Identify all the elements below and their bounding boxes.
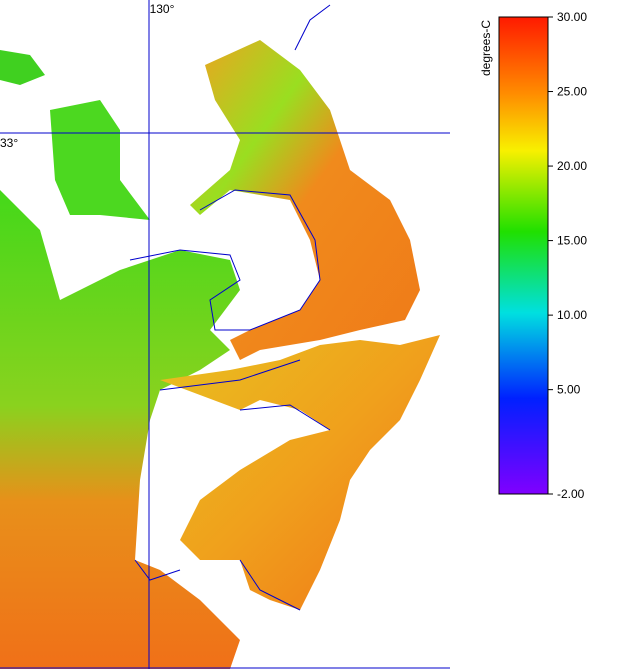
colorbar-label: degrees-C: [479, 20, 493, 76]
colorbar-tick-label: -2.00: [557, 487, 585, 501]
longitude-label: 130°: [150, 2, 175, 16]
colorbar: [498, 16, 549, 495]
colorbar-tick-label: 20.00: [557, 159, 587, 173]
latitude-label: 33°: [0, 136, 18, 150]
coastline: [129, 4, 331, 611]
colorbar-tick-label: 25.00: [557, 85, 587, 99]
inland-sea-north: [50, 100, 150, 220]
sea-south: [160, 335, 440, 610]
sea-patch: [0, 50, 45, 85]
colorbar-tick-label: 5.00: [557, 383, 581, 397]
colorbar-tick-label: 30.00: [557, 10, 587, 24]
sea-west: [0, 190, 240, 669]
sea-north: [190, 40, 420, 360]
colorbar-tick-label: 15.00: [557, 234, 587, 248]
colorbar-tick-label: 10.00: [557, 308, 587, 322]
